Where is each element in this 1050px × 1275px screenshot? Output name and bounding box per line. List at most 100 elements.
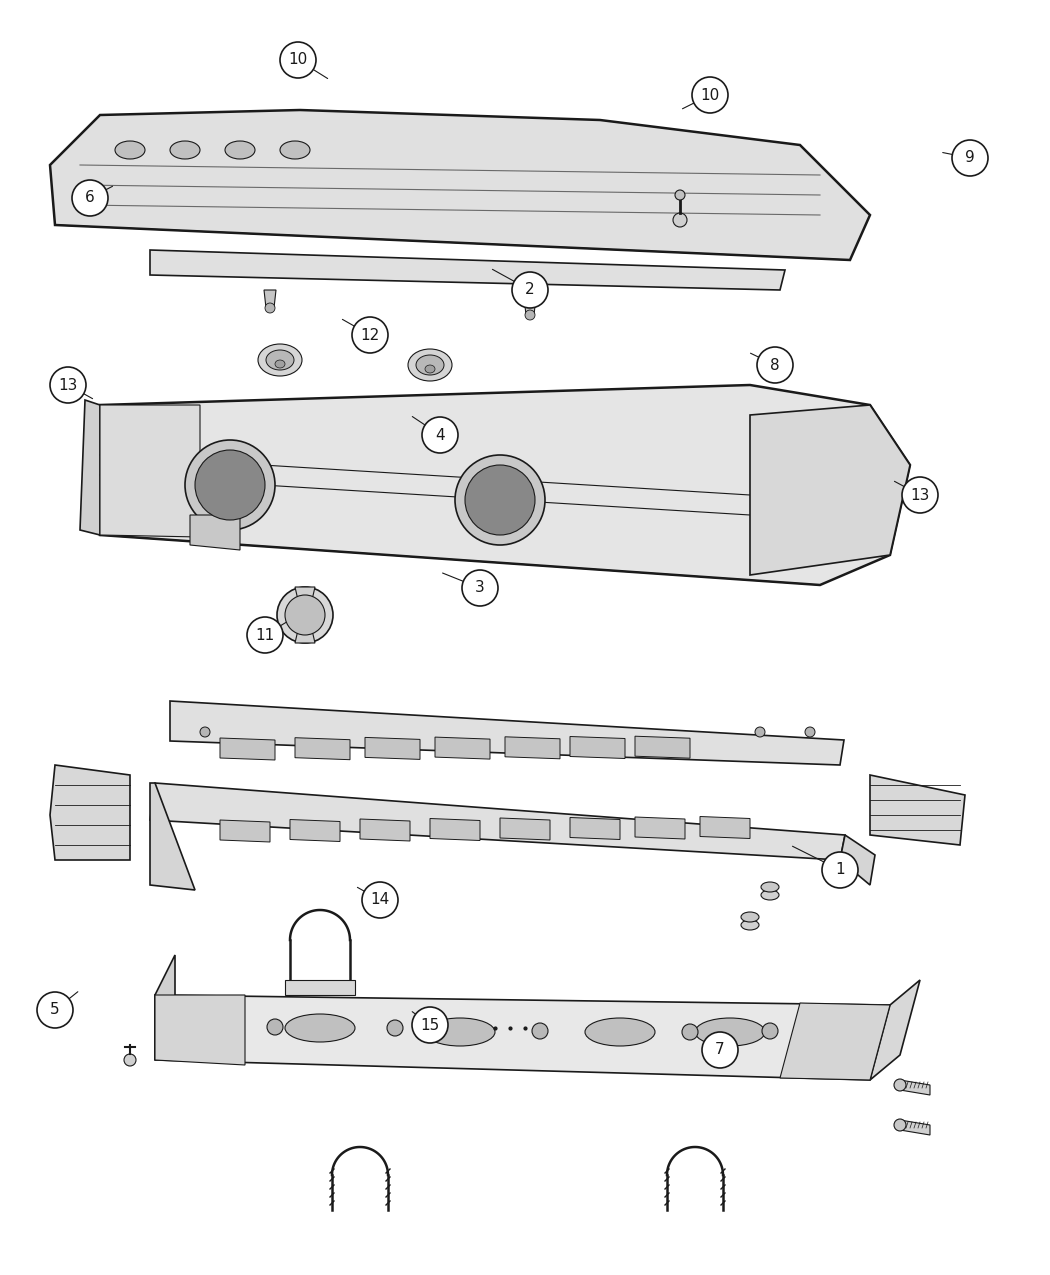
Polygon shape (190, 515, 240, 550)
Polygon shape (500, 819, 550, 840)
Circle shape (387, 1020, 403, 1037)
Circle shape (532, 1023, 548, 1039)
Polygon shape (295, 738, 350, 760)
Ellipse shape (761, 882, 779, 892)
Circle shape (412, 1007, 448, 1043)
Text: 15: 15 (420, 1017, 440, 1033)
Ellipse shape (170, 142, 200, 159)
Ellipse shape (761, 890, 779, 900)
Circle shape (267, 1019, 284, 1035)
Circle shape (277, 586, 333, 643)
Polygon shape (780, 1003, 890, 1080)
Circle shape (185, 440, 275, 530)
Polygon shape (285, 980, 355, 994)
Ellipse shape (258, 344, 302, 376)
Ellipse shape (695, 1017, 765, 1046)
Text: 14: 14 (371, 892, 390, 908)
Ellipse shape (585, 1017, 655, 1046)
Circle shape (525, 310, 536, 320)
Circle shape (462, 570, 498, 606)
Polygon shape (155, 994, 245, 1065)
Ellipse shape (266, 351, 294, 370)
Circle shape (675, 190, 685, 200)
Polygon shape (100, 405, 200, 537)
Polygon shape (80, 400, 100, 536)
Circle shape (822, 852, 858, 887)
Circle shape (200, 727, 210, 737)
Circle shape (280, 42, 316, 78)
Polygon shape (155, 994, 890, 1080)
Ellipse shape (741, 921, 759, 929)
Circle shape (894, 1079, 906, 1091)
Polygon shape (100, 385, 910, 585)
Text: 2: 2 (525, 283, 534, 297)
Text: 4: 4 (435, 427, 445, 442)
Text: 8: 8 (771, 357, 780, 372)
Text: 1: 1 (835, 862, 845, 877)
Circle shape (124, 1054, 136, 1066)
Polygon shape (435, 737, 490, 759)
Ellipse shape (408, 349, 452, 381)
Polygon shape (505, 737, 560, 759)
Polygon shape (50, 110, 870, 260)
Polygon shape (295, 586, 315, 601)
Circle shape (894, 1119, 906, 1131)
Circle shape (422, 417, 458, 453)
Text: 12: 12 (360, 328, 380, 343)
Circle shape (265, 303, 275, 312)
Polygon shape (635, 817, 685, 839)
Ellipse shape (116, 142, 145, 159)
Circle shape (37, 992, 74, 1028)
Text: 13: 13 (59, 377, 78, 393)
Text: 10: 10 (700, 88, 719, 102)
Circle shape (673, 213, 687, 227)
Ellipse shape (285, 1014, 355, 1042)
Text: 7: 7 (715, 1043, 724, 1057)
Circle shape (352, 317, 388, 353)
Circle shape (50, 367, 86, 403)
Polygon shape (635, 736, 690, 759)
Text: 9: 9 (965, 150, 974, 166)
Circle shape (362, 882, 398, 918)
Polygon shape (570, 737, 625, 759)
Polygon shape (870, 775, 965, 845)
Circle shape (682, 1024, 698, 1040)
Text: 6: 6 (85, 190, 94, 205)
Polygon shape (900, 1080, 930, 1095)
Circle shape (465, 465, 536, 536)
Circle shape (757, 347, 793, 382)
Circle shape (762, 1023, 778, 1039)
Polygon shape (430, 819, 480, 840)
Text: 3: 3 (475, 580, 485, 595)
Ellipse shape (416, 354, 444, 375)
Circle shape (72, 180, 108, 215)
Polygon shape (900, 1119, 930, 1135)
Circle shape (247, 617, 284, 653)
Polygon shape (365, 737, 420, 760)
Polygon shape (840, 835, 875, 885)
Polygon shape (700, 816, 750, 839)
Polygon shape (524, 297, 536, 315)
Polygon shape (150, 783, 195, 890)
Polygon shape (295, 630, 315, 643)
Polygon shape (50, 765, 130, 861)
Text: 11: 11 (255, 627, 275, 643)
Ellipse shape (425, 365, 435, 374)
Polygon shape (220, 820, 270, 842)
Polygon shape (150, 250, 785, 289)
Text: 5: 5 (50, 1002, 60, 1017)
Polygon shape (290, 820, 340, 842)
Ellipse shape (741, 912, 759, 922)
Circle shape (702, 1031, 738, 1068)
Polygon shape (220, 738, 275, 760)
Ellipse shape (425, 1017, 495, 1046)
Polygon shape (264, 289, 276, 309)
Circle shape (195, 450, 265, 520)
Text: 10: 10 (289, 52, 308, 68)
Polygon shape (750, 405, 910, 575)
Circle shape (805, 727, 815, 737)
Circle shape (952, 140, 988, 176)
Circle shape (285, 595, 326, 635)
Circle shape (512, 272, 548, 309)
Ellipse shape (225, 142, 255, 159)
